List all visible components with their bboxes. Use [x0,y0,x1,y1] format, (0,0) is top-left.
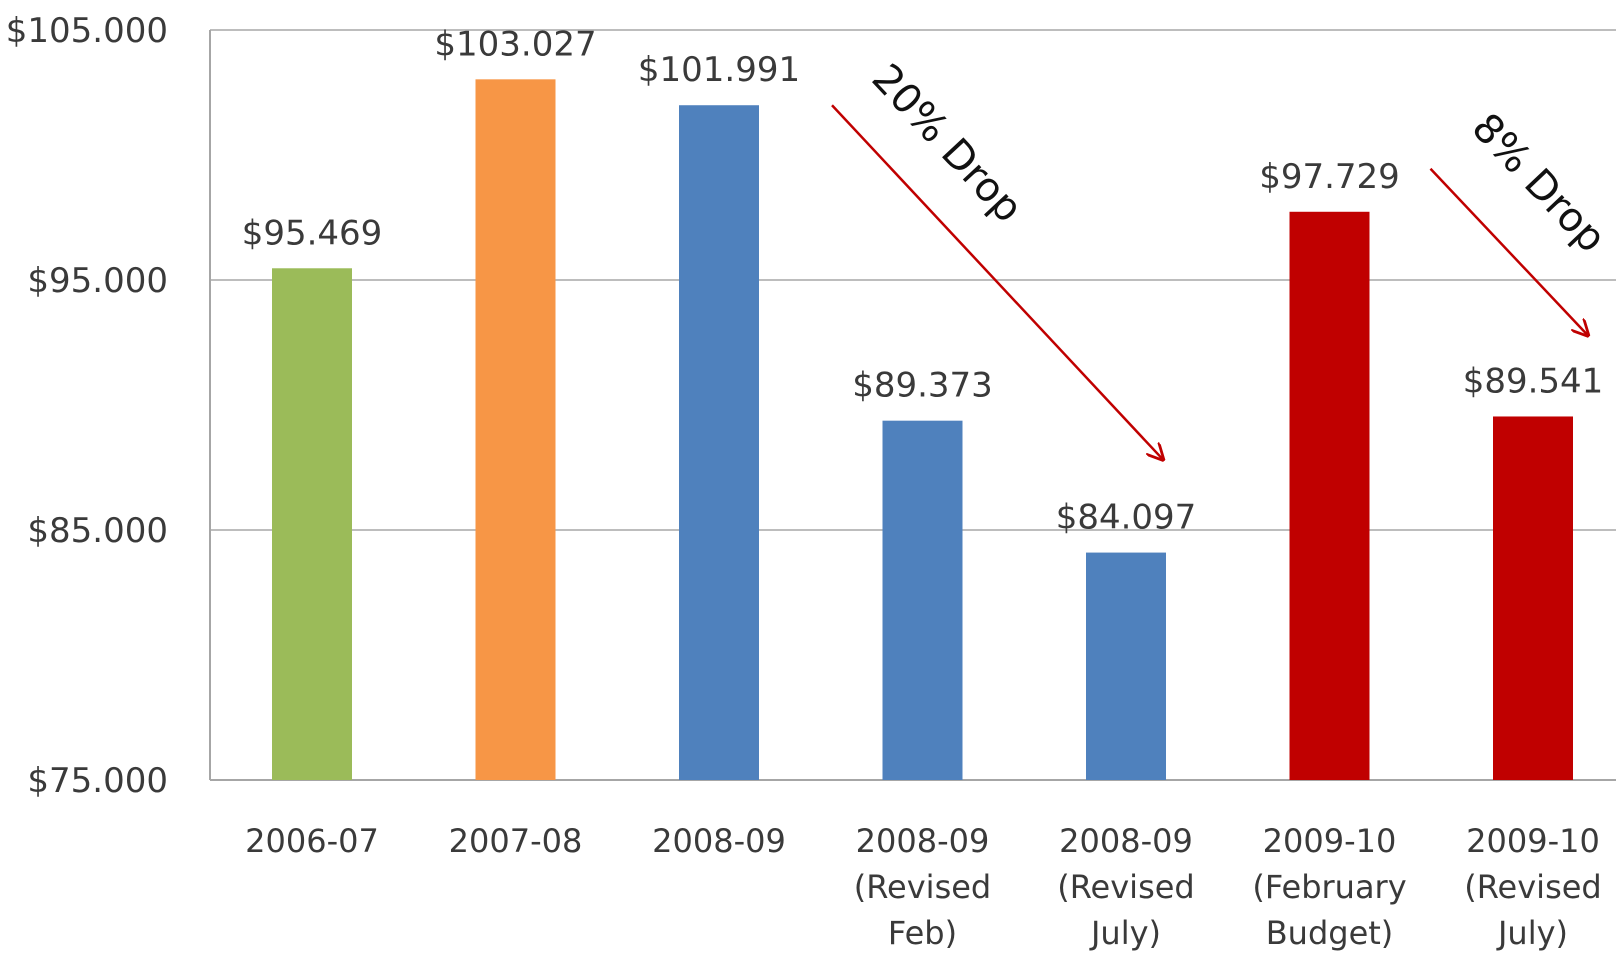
gridlines [209,29,1616,781]
data-label: $101.991 [638,50,800,90]
bar [272,268,352,780]
x-tick-label: 2009-10 (Revised July) [1464,822,1601,952]
annotation-text: 20% Drop [863,55,1032,231]
data-label: $89.541 [1463,361,1604,401]
y-axis-tick-labels: $75.000 $85.000 $95.000 $105.000 [6,11,168,801]
data-label: $89.373 [852,366,993,406]
bar [1086,552,1166,780]
bar [882,420,963,780]
bars [272,79,1573,781]
x-tick-label: 2006-07 [245,822,379,860]
y-tick-label: $75.000 [27,761,168,801]
data-label: $95.469 [242,213,383,253]
x-tick-label: 2007-08 [449,822,583,860]
y-tick-label: $85.000 [27,511,168,551]
x-tick-label: 2009-10 (February Budget) [1252,822,1406,952]
x-tick-label: 2008-09 (Revised Feb) [854,822,991,952]
data-label: $97.729 [1259,157,1400,197]
bar [1493,416,1573,780]
y-tick-label: $95.000 [27,261,168,301]
annotation-arrow [831,104,1163,459]
data-labels: $95.469 $103.027 $101.991 $89.373 $84.097 $97… [242,24,1604,537]
annotation-text: 8% Drop [1463,105,1615,262]
x-axis-category-labels: 2006-07 2007-08 2008-09 2008-09 (Revised Feb)… [245,822,1602,952]
x-tick-label: 2008-09 (Revised July) [1057,822,1194,952]
y-tick-label: $105.000 [6,11,168,51]
bar [679,105,759,781]
data-label: $84.097 [1056,498,1197,538]
annotation-arrow [1429,167,1589,336]
bar [475,79,556,780]
data-label: $103.027 [434,24,596,64]
x-tick-label: 2008-09 [652,822,786,860]
bar [1289,211,1370,780]
